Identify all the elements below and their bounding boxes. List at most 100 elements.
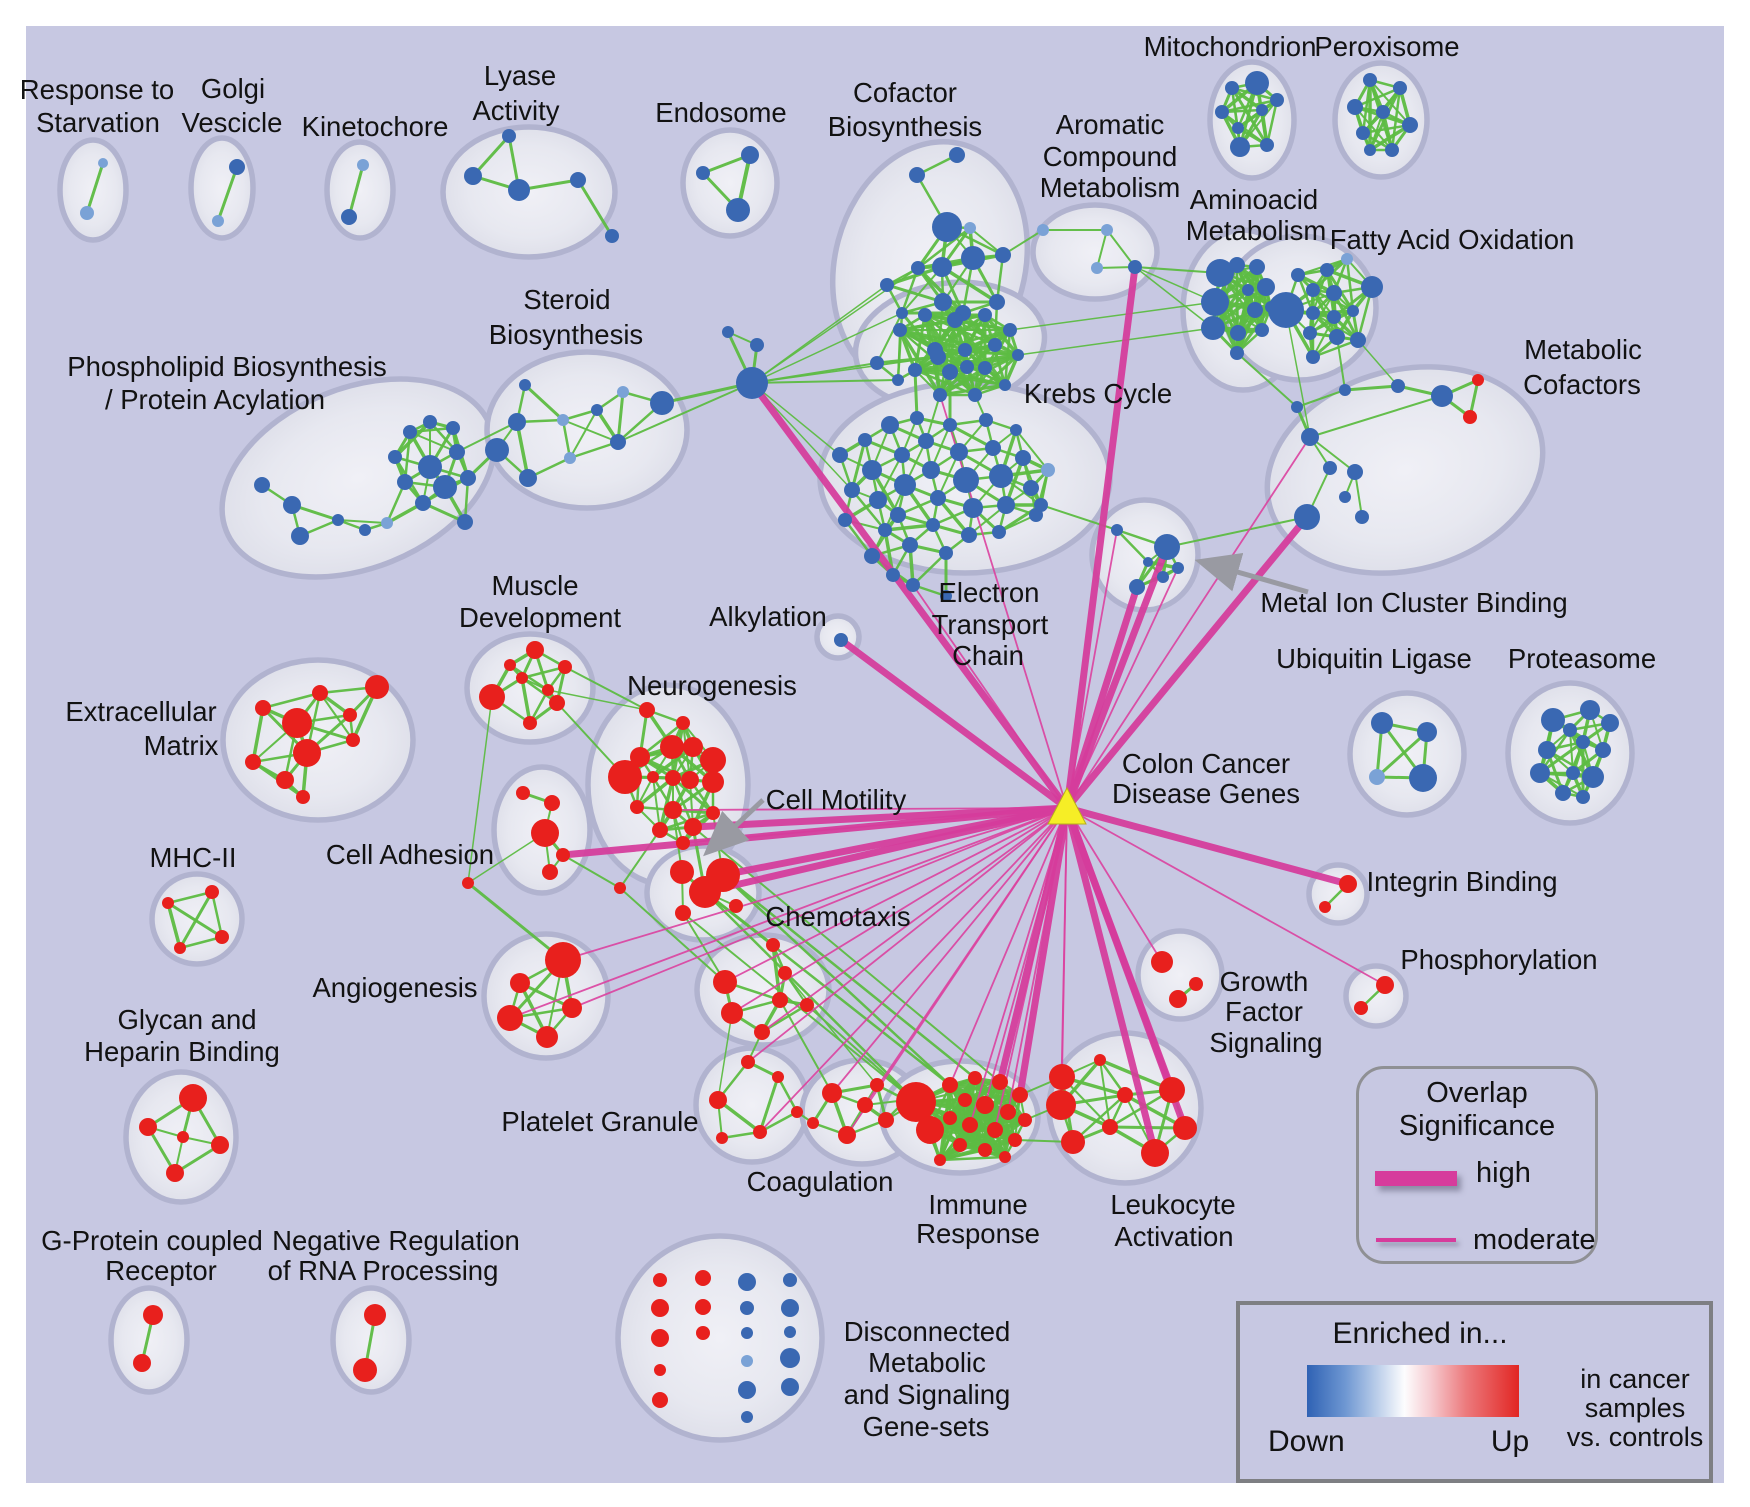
gene-set-node[interactable]	[212, 215, 224, 227]
gene-set-node[interactable]	[211, 1136, 229, 1154]
gene-set-node[interactable]	[1260, 138, 1274, 152]
gene-set-node[interactable]	[908, 363, 922, 377]
gene-set-node[interactable]	[1215, 105, 1229, 119]
gene-set-node[interactable]	[896, 307, 908, 319]
gene-set-node[interactable]	[721, 1002, 743, 1024]
gene-set-node[interactable]	[834, 633, 848, 647]
gene-set-node[interactable]	[961, 527, 977, 543]
gene-set-node[interactable]	[784, 1326, 796, 1338]
gene-set-node[interactable]	[98, 158, 108, 168]
gene-set-node[interactable]	[1306, 350, 1320, 364]
gene-set-node[interactable]	[781, 1299, 799, 1317]
gene-set-node[interactable]	[942, 1077, 958, 1093]
gene-set-node[interactable]	[1402, 117, 1418, 133]
gene-set-node[interactable]	[741, 1411, 753, 1423]
gene-set-node[interactable]	[947, 312, 963, 328]
gene-set-node[interactable]	[1128, 260, 1142, 274]
gene-set-node[interactable]	[844, 482, 860, 498]
gene-set-node[interactable]	[1245, 71, 1269, 95]
gene-set-node[interactable]	[1189, 977, 1203, 991]
gene-set-node[interactable]	[726, 198, 750, 222]
gene-set-node[interactable]	[664, 801, 682, 819]
gene-set-node[interactable]	[564, 452, 576, 464]
gene-set-node[interactable]	[1232, 122, 1244, 134]
gene-set-node[interactable]	[80, 206, 94, 220]
gene-set-node[interactable]	[695, 1299, 711, 1315]
gene-set-node[interactable]	[681, 771, 699, 789]
gene-set-node[interactable]	[910, 411, 924, 425]
gene-set-node[interactable]	[1000, 1104, 1016, 1120]
gene-set-node[interactable]	[778, 966, 792, 980]
gene-set-node[interactable]	[906, 578, 920, 592]
gene-set-node[interactable]	[536, 1026, 558, 1048]
gene-set-node[interactable]	[753, 1125, 767, 1139]
gene-set-node[interactable]	[1255, 323, 1269, 337]
gene-set-node[interactable]	[397, 474, 413, 490]
gene-set-node[interactable]	[942, 364, 958, 380]
gene-set-node[interactable]	[346, 733, 360, 747]
gene-set-node[interactable]	[614, 882, 626, 894]
gene-set-node[interactable]	[1143, 557, 1153, 567]
gene-set-node[interactable]	[881, 416, 899, 434]
gene-set-node[interactable]	[1339, 384, 1351, 396]
gene-set-node[interactable]	[365, 675, 389, 699]
gene-set-node[interactable]	[1566, 766, 1580, 780]
gene-set-node[interactable]	[653, 1273, 667, 1287]
gene-set-node[interactable]	[1291, 268, 1305, 282]
gene-set-node[interactable]	[1363, 73, 1377, 87]
gene-set-node[interactable]	[1242, 284, 1254, 296]
gene-set-node[interactable]	[1034, 498, 1048, 512]
gene-set-node[interactable]	[989, 464, 1013, 488]
gene-set-node[interactable]	[1576, 790, 1590, 804]
gene-set-node[interactable]	[1417, 722, 1437, 742]
gene-set-node[interactable]	[878, 523, 892, 537]
gene-set-node[interactable]	[870, 356, 884, 370]
gene-set-node[interactable]	[1037, 224, 1049, 236]
gene-set-node[interactable]	[651, 1329, 669, 1347]
gene-set-node[interactable]	[939, 546, 953, 560]
gene-set-node[interactable]	[1230, 137, 1250, 157]
gene-set-node[interactable]	[880, 278, 894, 292]
gene-set-node[interactable]	[1538, 741, 1556, 759]
gene-set-node[interactable]	[166, 1164, 184, 1182]
gene-set-node[interactable]	[462, 877, 474, 889]
gene-set-node[interactable]	[858, 433, 872, 447]
gene-set-node[interactable]	[822, 1083, 842, 1103]
gene-set-node[interactable]	[446, 421, 460, 435]
gene-set-node[interactable]	[1329, 329, 1345, 345]
gene-set-node[interactable]	[1601, 714, 1619, 732]
gene-set-node[interactable]	[1347, 464, 1363, 480]
gene-set-node[interactable]	[985, 440, 1001, 456]
gene-set-node[interactable]	[1364, 144, 1376, 156]
gene-set-node[interactable]	[255, 700, 271, 716]
gene-set-node[interactable]	[963, 498, 983, 518]
gene-set-node[interactable]	[729, 899, 743, 913]
gene-set-node[interactable]	[1256, 104, 1268, 116]
gene-set-node[interactable]	[1354, 1001, 1368, 1015]
gene-set-node[interactable]	[1323, 461, 1337, 475]
gene-set-node[interactable]	[857, 1097, 873, 1113]
gene-set-node[interactable]	[205, 885, 219, 899]
gene-set-node[interactable]	[510, 973, 530, 993]
gene-set-node[interactable]	[332, 514, 344, 526]
gene-set-node[interactable]	[457, 514, 473, 530]
gene-set-node[interactable]	[1376, 976, 1394, 994]
gene-set-node[interactable]	[652, 822, 668, 838]
gene-set-node[interactable]	[722, 326, 734, 338]
gene-set-node[interactable]	[943, 1111, 957, 1125]
gene-set-node[interactable]	[544, 795, 560, 811]
gene-set-node[interactable]	[909, 167, 925, 183]
gene-set-node[interactable]	[800, 998, 814, 1012]
gene-set-node[interactable]	[1061, 1130, 1085, 1154]
gene-set-node[interactable]	[1563, 723, 1577, 737]
gene-set-node[interactable]	[949, 147, 965, 163]
gene-set-node[interactable]	[545, 942, 581, 978]
gene-set-node[interactable]	[556, 848, 570, 862]
gene-set-node[interactable]	[932, 257, 952, 277]
gene-set-node[interactable]	[1339, 875, 1357, 893]
gene-set-node[interactable]	[1595, 742, 1611, 758]
gene-set-node[interactable]	[610, 434, 626, 450]
gene-set-node[interactable]	[696, 166, 710, 180]
gene-set-node[interactable]	[558, 660, 572, 674]
gene-set-node[interactable]	[1201, 316, 1225, 340]
